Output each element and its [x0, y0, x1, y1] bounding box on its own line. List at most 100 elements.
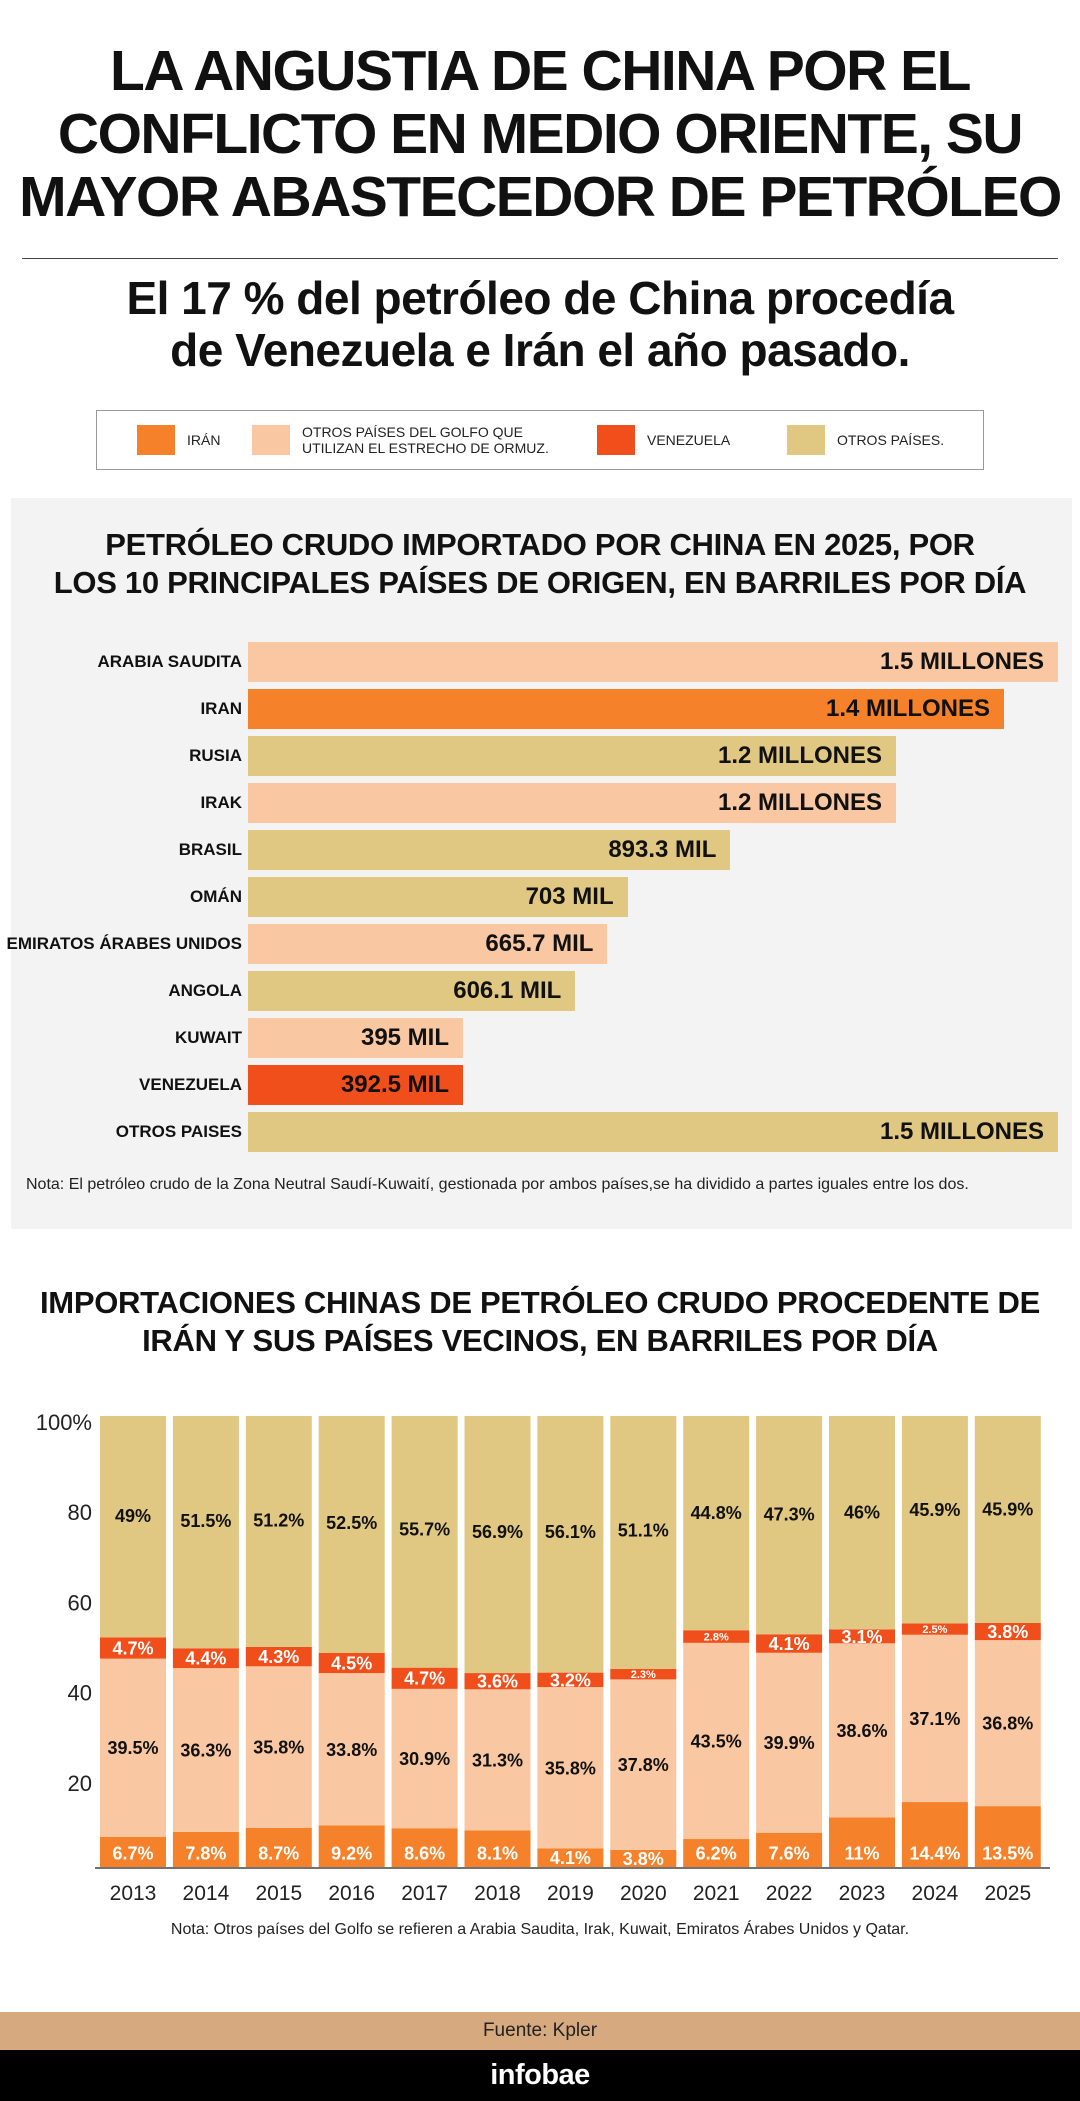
legend-item-iran: IRÁN — [137, 411, 220, 468]
y-tick-label: 80 — [68, 1500, 92, 1525]
segment-value-label: 49% — [115, 1506, 151, 1526]
bar-segment-otros — [245, 1416, 312, 1647]
bar-segment-golfo — [172, 1668, 239, 1832]
x-tick-label: 2025 — [984, 1882, 1031, 1905]
bar-segment-otros — [901, 1416, 968, 1624]
chart1-title: PETRÓLEO CRUDO IMPORTADO POR CHINA EN 20… — [0, 526, 1080, 602]
title-line: MAYOR ABASTECEDOR DE PETRÓLEO — [19, 165, 1062, 229]
bar-segment-iran — [974, 1806, 1041, 1867]
bar-segment-venezuela — [318, 1652, 385, 1674]
bar-segment-otros — [610, 1416, 677, 1670]
segment-value-label: 36.8% — [982, 1714, 1033, 1734]
chart1-title-line: LOS 10 PRINCIPALES PAÍSES DE ORIGEN, EN … — [53, 565, 1027, 600]
legend-label: VENEZUELA — [647, 431, 731, 448]
bar-label: BRASIL — [178, 840, 242, 859]
segment-value-label: 46% — [844, 1502, 880, 1522]
segment-value-label: 36.3% — [180, 1740, 231, 1760]
bar-label: IRAK — [200, 793, 242, 812]
segment-value-label: 51.1% — [618, 1520, 669, 1540]
bar-segment-golfo — [901, 1634, 968, 1803]
x-tick-label: 2017 — [401, 1882, 448, 1905]
bar-segment-otros — [464, 1416, 531, 1674]
bar-segment-golfo — [100, 1658, 166, 1837]
segment-value-label: 30.9% — [399, 1749, 450, 1769]
subtitle-line: de Venezuela e Irán el año pasado. — [170, 324, 910, 376]
segment-value-label: 3.8% — [987, 1622, 1028, 1642]
segment-value-label: 8.6% — [404, 1843, 445, 1863]
segment-value-label: 6.7% — [112, 1843, 153, 1863]
segment-value-label: 35.8% — [253, 1738, 304, 1758]
segment-value-label: 8.7% — [258, 1843, 299, 1863]
segment-value-label: 4.1% — [550, 1848, 591, 1868]
chart2-title: IMPORTACIONES CHINAS DE PETRÓLEO CRUDO P… — [0, 1284, 1080, 1360]
bar-segment-venezuela — [829, 1629, 895, 1644]
segment-value-label: 43.5% — [691, 1731, 742, 1751]
segment-value-label: 37.8% — [618, 1755, 669, 1775]
segment-value-label: 51.2% — [253, 1510, 304, 1530]
x-tick-label: 2015 — [255, 1882, 302, 1905]
segment-value-label: 35.8% — [545, 1758, 596, 1778]
bar-segment-iran — [829, 1817, 895, 1867]
bar-segment-golfo — [537, 1687, 604, 1849]
bar-segment-otros — [537, 1416, 604, 1673]
segment-value-label: 4.3% — [258, 1647, 299, 1667]
segment-value-label: 44.8% — [691, 1503, 742, 1523]
bar-value-label: 395 MIL — [360, 1024, 449, 1051]
bar: 665.7 MIL — [248, 924, 608, 964]
bar-value-label: 703 MIL — [525, 883, 614, 910]
x-tick-label: 2018 — [474, 1882, 521, 1905]
bar-segment-otros — [391, 1416, 458, 1668]
bar-value-label: 1.2 MILLONES — [717, 789, 882, 816]
bar-segment-iran — [537, 1848, 604, 1867]
bar-segment-otros — [829, 1416, 895, 1630]
bar-label: ARABIA SAUDITA — [97, 652, 243, 671]
bar: 1.4 MILLONES — [248, 689, 1004, 729]
bar-segment-golfo — [974, 1640, 1041, 1807]
segment-value-label: 2.8% — [704, 1631, 729, 1643]
bar-label: KUWAIT — [174, 1028, 242, 1047]
bar-segment-golfo — [464, 1689, 531, 1831]
segment-value-label: 2.3% — [631, 1669, 656, 1681]
subtitle-line: El 17 % del petróleo de China procedía — [126, 272, 954, 324]
bar-segment-iran — [901, 1802, 968, 1867]
bar-segment-otros — [172, 1416, 239, 1649]
bar-segment-venezuela — [537, 1672, 604, 1688]
segment-value-label: 7.8% — [185, 1843, 226, 1863]
subtitle: El 17 % del petróleo de China procedía d… — [0, 272, 1080, 376]
segment-value-label: 4.4% — [185, 1649, 226, 1669]
bar-segment-venezuela — [172, 1648, 239, 1669]
segment-value-label: 3.1% — [841, 1627, 882, 1647]
legend-swatch — [597, 424, 635, 455]
bar-segment-venezuela — [464, 1673, 531, 1690]
chart2-stacked-bars: 100% 80 60 40 20 6.7% 39.5% 4.7% 49% 2013 7.8% 36.3… — [36, 1410, 1050, 1905]
segment-value-label: 7.6% — [769, 1843, 810, 1863]
legend-swatch — [252, 424, 290, 455]
bar-label: OMÁN — [190, 887, 242, 906]
y-tick-label: 60 — [68, 1590, 92, 1615]
bar: 1.2 MILLONES — [248, 736, 896, 776]
segment-value-label: 39.9% — [764, 1733, 815, 1753]
bar-segment-venezuela — [391, 1667, 458, 1689]
chart2-title-line: IRÁN Y SUS PAÍSES VECINOS, EN BARRILES P… — [142, 1323, 938, 1358]
bar-value-label: 392.5 MIL — [340, 1071, 449, 1098]
chart1-title-line: PETRÓLEO CRUDO IMPORTADO POR CHINA EN 20… — [105, 527, 975, 562]
bar-value-label: 893.3 MIL — [608, 836, 717, 863]
bar: 395 MIL — [248, 1018, 463, 1058]
bar-segment-golfo — [318, 1673, 385, 1826]
bar-label: ANGOLA — [168, 981, 242, 1000]
legend-label: OTROS PAÍSES. — [837, 431, 945, 448]
legend-item-venezuela: VENEZUELA — [597, 411, 730, 468]
bar-label: RUSIA — [189, 746, 242, 765]
chart2-note: Nota: Otros países del Golfo se refieren… — [170, 1921, 910, 1938]
segment-value-label: 47.3% — [764, 1505, 815, 1525]
bar-segment-golfo — [756, 1652, 823, 1833]
legend-item-otros: OTROS PAÍSES. — [787, 411, 944, 468]
main-title: LA ANGUSTIA DE CHINA POR EL CONFLICTO EN… — [0, 40, 1080, 229]
bar-segment-venezuela — [100, 1637, 166, 1659]
segment-value-label: 33.8% — [326, 1740, 377, 1760]
bar-segment-otros — [756, 1416, 823, 1635]
bar-label: VENEZUELA — [139, 1075, 242, 1094]
legend-label: OTROS PAÍSES DEL GOLFO QUE UTILIZAN EL E… — [302, 423, 549, 456]
bar: 703 MIL — [248, 877, 628, 917]
bar-segment-golfo — [610, 1679, 677, 1850]
